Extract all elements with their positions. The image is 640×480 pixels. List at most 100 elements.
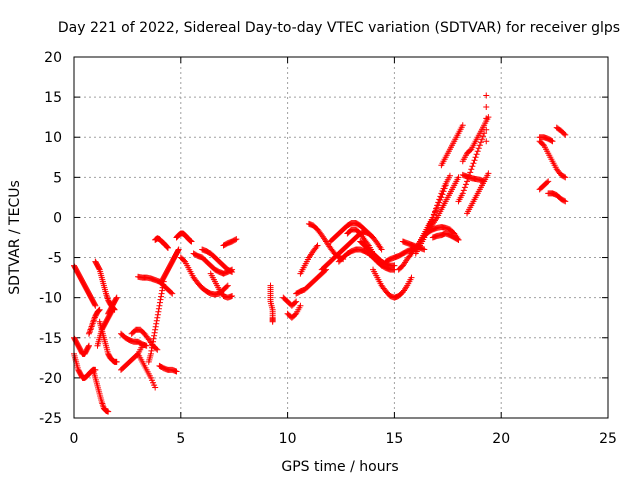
- y-tick-label: 5: [53, 170, 62, 186]
- plot-border: [73, 56, 609, 419]
- data-point: [433, 205, 440, 212]
- y-tick-label: 20: [44, 50, 62, 66]
- series-arc-47: [464, 170, 492, 217]
- data-point: [446, 172, 453, 179]
- series-arc-33: [335, 246, 398, 273]
- series-arc-29: [297, 242, 321, 277]
- data-point: [391, 262, 398, 269]
- series-arc-17: [158, 246, 182, 285]
- data-point: [159, 284, 166, 291]
- data-point: [85, 342, 92, 349]
- x-tick-label: 5: [176, 431, 185, 447]
- data-point: [223, 283, 230, 290]
- data-point: [549, 138, 556, 145]
- data-point: [105, 408, 112, 415]
- data-point: [467, 169, 474, 176]
- data-point: [368, 233, 375, 240]
- data-point: [434, 202, 441, 209]
- data-point: [96, 307, 103, 314]
- data-point: [168, 289, 175, 296]
- data-point: [147, 350, 154, 357]
- data-point: [468, 166, 475, 173]
- data-point: [155, 308, 162, 315]
- series-arc-15: [145, 278, 167, 365]
- series-arc-46: [459, 114, 492, 165]
- series-arc-25: [267, 282, 276, 325]
- data-point: [378, 246, 385, 253]
- data-point: [471, 157, 478, 164]
- data-point: [485, 170, 492, 177]
- data-point: [149, 341, 156, 348]
- data-point: [90, 318, 97, 325]
- data-point: [481, 178, 488, 185]
- data-point: [95, 307, 102, 314]
- series-arc-02: [71, 334, 92, 357]
- series-arc-50: [536, 134, 556, 145]
- data-point: [151, 332, 158, 339]
- data-point: [297, 302, 304, 309]
- data-point: [91, 301, 98, 308]
- series-arc-26: [280, 294, 300, 309]
- data-point: [158, 290, 165, 297]
- series-arc-41: [417, 172, 453, 245]
- data-point: [164, 244, 171, 251]
- series-arc-44: [429, 230, 462, 243]
- data-point: [153, 320, 160, 327]
- data-point: [455, 236, 462, 243]
- data-point: [87, 327, 94, 334]
- series-arc-05: [90, 366, 112, 415]
- data-point: [91, 315, 98, 322]
- data-point: [431, 208, 438, 215]
- x-tick-label: 10: [279, 431, 297, 447]
- x-tick-label: 0: [70, 431, 79, 447]
- data-point: [539, 141, 546, 148]
- series-arc-01: [71, 262, 99, 309]
- data-point: [462, 181, 469, 188]
- data-point: [144, 334, 151, 341]
- data-point: [188, 238, 195, 245]
- data-point: [455, 174, 462, 181]
- x-tick-label: 25: [599, 431, 617, 447]
- y-tick-label: -15: [39, 331, 62, 347]
- data-point: [483, 138, 490, 145]
- data-point: [548, 137, 555, 144]
- data-point: [233, 236, 240, 243]
- y-tick-label: -20: [39, 371, 62, 387]
- tick-layer: [73, 56, 609, 419]
- data-point: [459, 122, 466, 129]
- data-point: [229, 293, 236, 300]
- data-point: [313, 243, 320, 250]
- data-point: [472, 154, 479, 161]
- data-point: [269, 318, 276, 325]
- data-point: [169, 290, 176, 297]
- series-arc-36: [370, 266, 415, 301]
- series-arc-23: [207, 270, 236, 301]
- data-point: [561, 173, 568, 180]
- data-point: [157, 296, 164, 303]
- series-arc-32: [327, 220, 377, 245]
- data-point: [293, 298, 300, 305]
- data-point: [96, 265, 103, 272]
- data-point: [153, 317, 160, 324]
- data-point: [148, 344, 155, 351]
- data-point: [430, 211, 437, 218]
- data-point: [86, 329, 93, 336]
- data-point: [292, 299, 299, 306]
- data-point: [459, 190, 466, 197]
- x-tick-label: 20: [492, 431, 510, 447]
- data-point: [150, 335, 157, 342]
- series-arc-42: [425, 174, 462, 233]
- data-point: [461, 184, 468, 191]
- y-tick-label: 0: [53, 210, 62, 226]
- data-point: [151, 329, 158, 336]
- data-point: [154, 311, 161, 318]
- data-point: [154, 346, 161, 353]
- data-point: [87, 326, 94, 333]
- data-point: [113, 358, 120, 365]
- data-point: [561, 130, 568, 137]
- series-arc-22: [199, 246, 236, 275]
- data-point: [155, 305, 162, 312]
- data-point: [156, 299, 163, 306]
- data-point: [373, 238, 380, 245]
